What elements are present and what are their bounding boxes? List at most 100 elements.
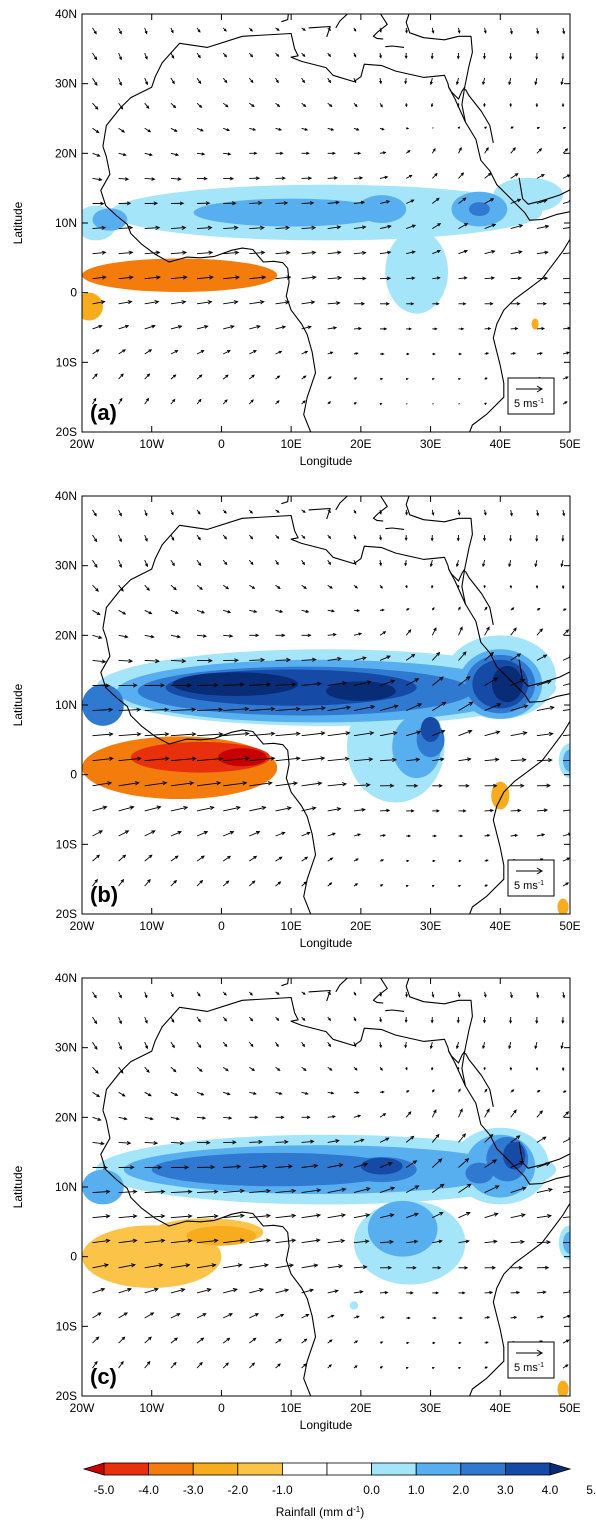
wind-arrow-head — [307, 176, 313, 180]
wind-arrow — [404, 560, 408, 567]
wind-arrow-shaft — [510, 277, 522, 280]
wind-arrow — [536, 1089, 541, 1093]
wind-arrow-head — [494, 1185, 500, 1190]
wind-arrow-shaft — [484, 277, 495, 280]
wind-arrow — [484, 172, 492, 179]
wind-arrow-head — [206, 1288, 212, 1293]
wind-arrow-head — [100, 300, 106, 305]
y-tick-label: 20S — [56, 425, 77, 439]
wind-arrow — [223, 1164, 242, 1169]
wind-arrow — [484, 1159, 498, 1168]
wind-arrow — [353, 1041, 357, 1048]
wind-arrow-head — [414, 678, 420, 683]
wind-arrow-head — [509, 56, 513, 60]
wind-arrow — [562, 148, 569, 154]
wind-arrow-head — [307, 325, 312, 330]
wind-arrow-shaft — [223, 127, 230, 131]
wind-arrow — [170, 707, 197, 712]
wind-arrow-head — [303, 881, 308, 885]
wind-arrow — [510, 326, 519, 331]
wind-arrow — [562, 760, 570, 762]
wind-arrow — [118, 1336, 126, 1344]
wind-arrow-head — [94, 106, 99, 110]
wind-arrow-head — [516, 653, 522, 658]
wind-arrow-head — [101, 225, 107, 230]
wind-arrow-shaft — [275, 807, 291, 812]
wind-arrow — [301, 609, 310, 613]
wind-arrow — [196, 707, 224, 712]
wind-arrow — [536, 991, 540, 999]
wind-arrow — [405, 608, 410, 611]
wind-arrow — [379, 1186, 396, 1194]
wind-arrow — [249, 584, 256, 589]
wind-arrow — [510, 757, 527, 762]
wind-arrow-shaft — [118, 659, 133, 662]
wind-arrow — [353, 1114, 362, 1118]
wind-arrow-shaft — [249, 757, 275, 762]
wind-arrow — [301, 250, 317, 255]
wind-arrow-shaft — [249, 782, 272, 787]
wind-arrow — [510, 607, 515, 611]
wind-arrow-shaft — [484, 677, 498, 686]
wind-arrow-head — [108, 732, 114, 737]
wind-arrow — [431, 1089, 435, 1093]
wind-arrow-shaft — [92, 609, 101, 615]
colorbar-bin — [460, 1462, 506, 1476]
wind-arrow — [482, 534, 486, 542]
wind-arrow — [458, 1183, 472, 1193]
wind-arrow-head — [547, 757, 553, 763]
wind-arrow-head — [404, 80, 408, 85]
wind-arrow-head — [330, 1091, 335, 1095]
wind-arrow-head — [336, 301, 341, 305]
wind-arrow-head — [565, 1111, 570, 1115]
wind-arrow-head — [150, 1312, 155, 1316]
rainfall-contour — [367, 1200, 438, 1257]
wind-arrow-shaft — [562, 227, 570, 230]
wind-arrow — [327, 52, 332, 58]
wind-arrow-shaft — [406, 224, 416, 230]
wind-arrow-shaft — [458, 1158, 469, 1168]
wind-arrow-head — [455, 81, 459, 86]
wind-arrow-head — [520, 1239, 525, 1244]
wind-arrow-shaft — [223, 301, 238, 305]
wind-arrow — [301, 991, 306, 995]
wind-arrow — [196, 398, 202, 405]
wind-arrow-head — [353, 54, 357, 58]
wind-arrow — [275, 176, 286, 180]
coastline — [308, 989, 331, 1002]
wind-arrow-shaft — [223, 757, 250, 762]
wind-arrow — [301, 856, 309, 862]
wind-arrow — [353, 609, 361, 613]
wind-arrow-shaft — [562, 1138, 570, 1143]
wind-arrow — [457, 991, 461, 998]
wind-arrow — [301, 52, 306, 58]
wind-arrow — [144, 127, 152, 133]
wind-arrow — [536, 654, 548, 661]
wind-arrow — [484, 651, 495, 661]
wind-arrow — [484, 327, 492, 331]
wind-arrow — [249, 250, 266, 255]
wind-arrow — [458, 809, 467, 813]
wind-arrow — [379, 534, 382, 541]
wind-arrow-shaft — [92, 806, 107, 812]
wind-arrow-head — [219, 756, 224, 761]
wind-arrow — [144, 201, 159, 206]
wind-arrow-head — [185, 1263, 191, 1268]
wind-arrow-head — [144, 994, 148, 999]
wind-arrow — [222, 509, 227, 514]
wind-arrow-head — [482, 563, 486, 568]
wind-arrow — [118, 634, 129, 639]
wind-arrow-shaft — [534, 559, 538, 567]
wind-arrow — [301, 275, 317, 280]
wind-arrow-head — [516, 301, 521, 306]
colorbar-tick-label: 4.0 — [542, 1483, 559, 1497]
wind-arrow — [170, 831, 182, 837]
wind-arrow-head — [463, 276, 468, 280]
wind-arrow — [353, 883, 359, 887]
wind-arrow — [196, 1140, 211, 1145]
wind-arrow-head — [275, 79, 279, 84]
wind-arrow-head — [513, 627, 517, 632]
wind-arrow-shaft — [327, 1140, 339, 1143]
wind-arrow-head — [540, 1315, 545, 1319]
wind-arrow — [353, 1315, 360, 1319]
